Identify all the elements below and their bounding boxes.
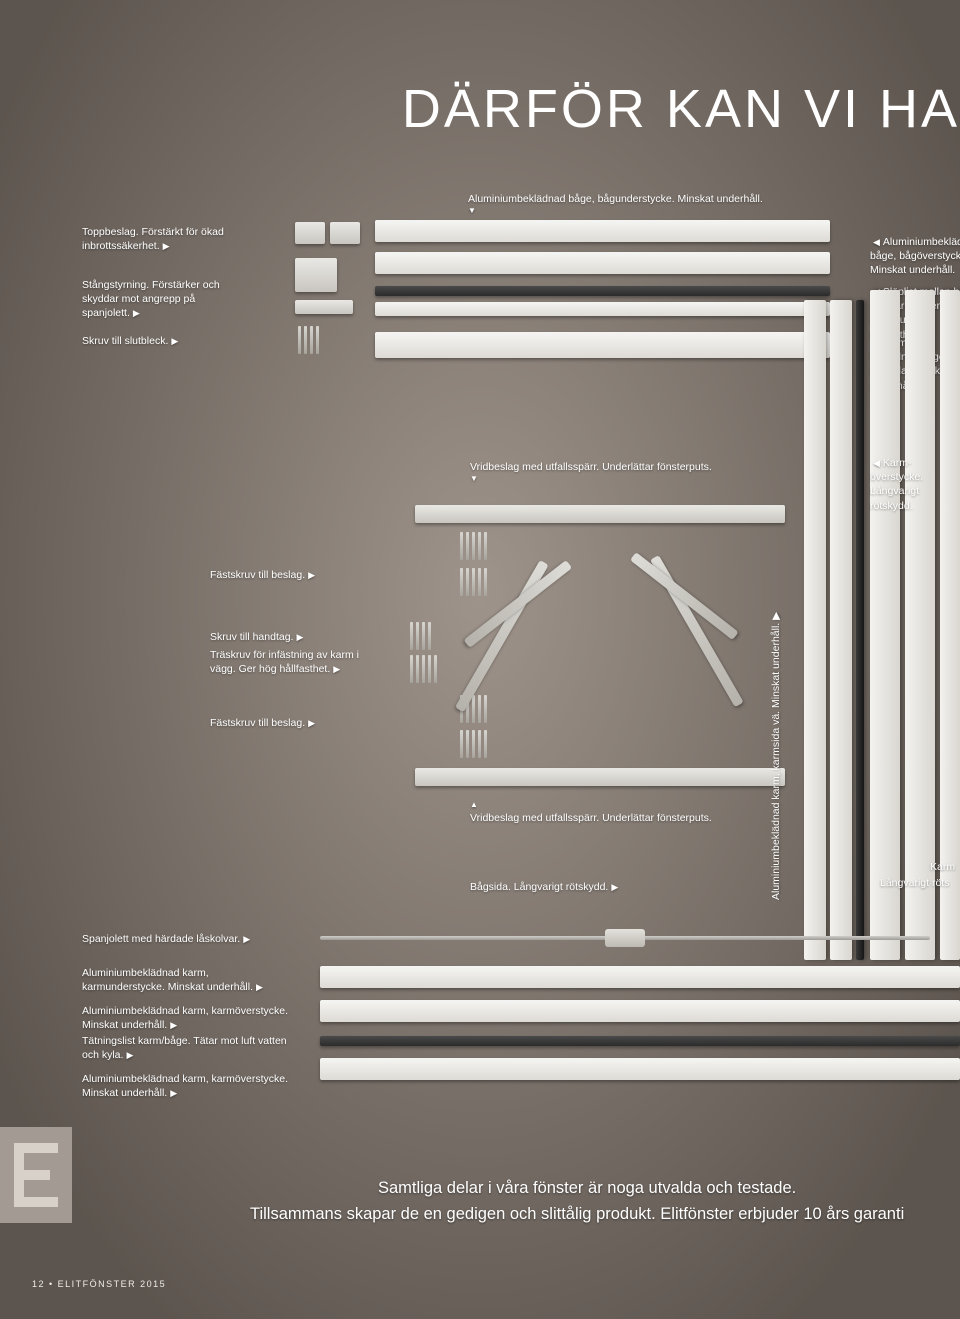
profile-top-gasket — [375, 286, 830, 296]
label-text: Fästskruv till beslag. — [210, 717, 305, 729]
profile-bot-gasket — [320, 1036, 960, 1046]
screw-row — [460, 730, 487, 758]
profile-bot-3 — [320, 1058, 960, 1080]
label-text: Aluminiumbeklädnad karm, karmöverstycke.… — [82, 1073, 288, 1099]
label-bot-2: Aluminiumbeklädnad karm, karmunderstycke… — [82, 966, 292, 994]
label-text: Skruv till handtag. — [210, 631, 293, 643]
spanjolett-lock — [605, 929, 645, 947]
label-left-1: Toppbeslag. Förstärkt för ökad inbrottss… — [82, 225, 257, 253]
body-line-1: Samtliga delar i våra fönster är noga ut… — [378, 1176, 796, 1201]
label-right-4: ◀Karm­överstycke. Långvarigt rötskydd. — [870, 456, 960, 513]
label-mid-l2: Skruv till handtag.▶ — [210, 630, 306, 644]
label-mid-center-2: ▲ Vridbeslag med utfallsspärr. Underlätt… — [470, 800, 712, 825]
screw-row — [410, 622, 431, 650]
profile-top-3 — [375, 302, 830, 316]
label-mid-center: Vridbeslag med utfallsspärr. Underlättar… — [470, 460, 712, 485]
label-text: Aluminiumbeklädnad karm, karmöverstycke.… — [82, 1005, 288, 1031]
page-title: DÄRFÖR KAN VI HA — [402, 78, 960, 140]
screw-row — [298, 326, 319, 354]
screw-row — [460, 568, 487, 596]
hinge-bar-bottom — [415, 768, 785, 786]
label-right-5b: Långvarigt röts — [880, 876, 949, 890]
label-text: Toppbeslag. Förstärkt för ökad inbrottss… — [82, 226, 224, 252]
label-mid-l3: Träskruv för infästning av karm i vägg. … — [210, 648, 380, 676]
profile-right-a — [804, 300, 826, 960]
hinge-assembly — [530, 560, 690, 700]
profile-top-2 — [375, 252, 830, 274]
profile-top-1 — [375, 220, 830, 242]
body-line-2: Tillsammans skapar de en gedigen och sli… — [250, 1202, 904, 1227]
label-bot-5: Aluminiumbeklädnad karm, karmöverstycke.… — [82, 1072, 292, 1100]
label-text: Skruv till slutbleck. — [82, 335, 168, 347]
label-vertical: Aluminiumbeklädnad karm, karmsida vä. Mi… — [770, 612, 782, 900]
label-text: Aluminiumbeklädnad båge, bågöverstycke. … — [870, 236, 960, 276]
label-right-1: ◀Aluminiumbeklädnad båge, bågöverstycke.… — [870, 235, 960, 278]
label-text: Spanjolett med härdade låskolvar. — [82, 933, 240, 945]
profile-top-4 — [375, 332, 830, 358]
hardware-plate — [295, 300, 353, 314]
screw-row — [410, 655, 437, 683]
hardware-bracket — [295, 222, 325, 244]
screw-row — [460, 532, 487, 560]
hinge-bar-top — [415, 505, 785, 523]
label-mid-l4: Fästskruv till beslag.▶ — [210, 716, 318, 730]
profile-bot-2 — [320, 1000, 960, 1022]
label-left-2: Stångstyrning. Förstärker och skyddar mo… — [82, 278, 257, 321]
label-right-5a: Karm — [930, 860, 955, 874]
hardware-bracket — [330, 222, 360, 244]
profile-right-c — [870, 290, 900, 960]
label-text: Aluminiumbeklädnad karm, karmsida vä. Mi… — [770, 623, 782, 900]
label-text: Vridbeslag med utfallsspärr. Underlättar… — [470, 461, 712, 473]
label-text: Vridbeslag med utfallsspärr. Underlättar… — [470, 812, 712, 824]
label-text: Bågsida. Långvarigt rötskydd. — [470, 881, 608, 893]
label-bot-3: Aluminiumbeklädnad karm, karmöverstycke.… — [82, 1004, 292, 1032]
label-left-3: Skruv till slutbleck.▶ — [82, 334, 257, 348]
hardware-bracket — [295, 258, 337, 292]
spanjolett-rod — [320, 936, 930, 940]
brand-logo — [0, 1127, 72, 1223]
profile-right-gasket — [856, 300, 864, 960]
label-text: Stångstyrning. Förstärker och skyddar mo… — [82, 279, 220, 319]
label-bot-1: Spanjolett med härdade låskolvar.▶ — [82, 932, 253, 946]
label-text: Aluminiumbeklädnad karm, karmunderstycke… — [82, 967, 253, 993]
label-text: Tätningslist karm/båge. Tätar mot luft v… — [82, 1035, 287, 1061]
label-text: Aluminiumbeklädnad båge, bågunderstycke.… — [468, 193, 763, 205]
label-mid-center-3: Bågsida. Långvarigt rötskydd.▶ — [470, 880, 621, 894]
label-top-center: Aluminiumbeklädnad båge, bågunderstycke.… — [468, 192, 763, 217]
profile-right-b — [830, 300, 852, 960]
page-footer: 12 • ELITFÖNSTER 2015 — [32, 1279, 166, 1289]
label-text: Fästskruv till beslag. — [210, 569, 305, 581]
label-mid-l1: Fästskruv till beslag.▶ — [210, 568, 318, 582]
profile-bot-1 — [320, 966, 960, 988]
label-bot-4: Tätningslist karm/båge. Tätar mot luft v… — [82, 1034, 292, 1062]
